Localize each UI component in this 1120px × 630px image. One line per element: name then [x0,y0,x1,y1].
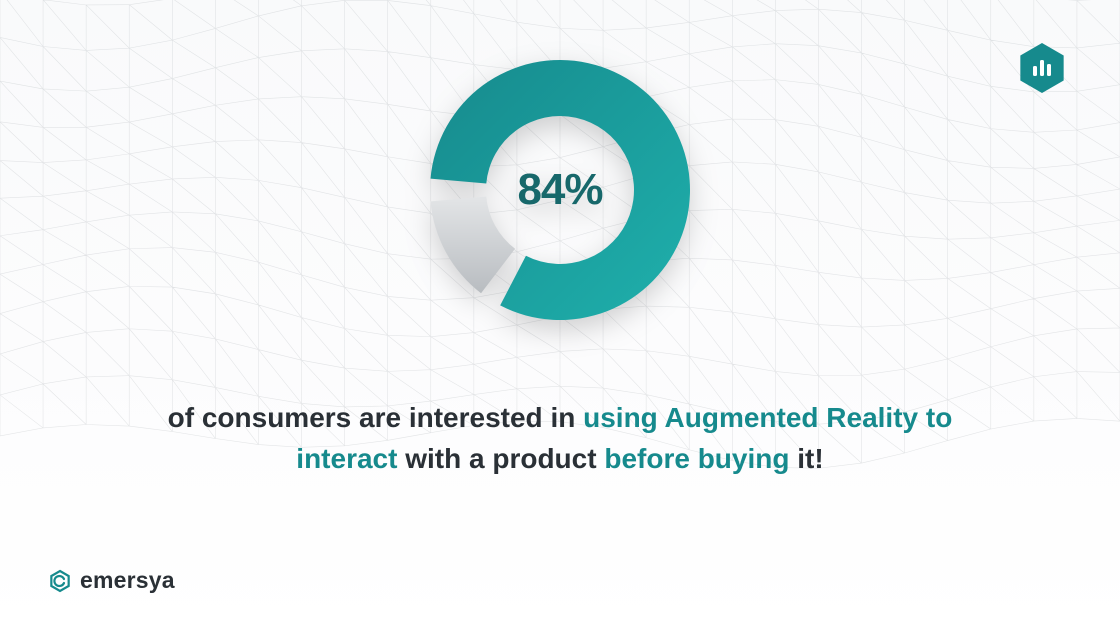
stats-badge-icon [1016,42,1068,94]
brand-logo-mark [48,569,72,593]
donut-center-label: 84% [517,165,602,215]
stat-description: of consumers are interested in using Aug… [120,398,1000,479]
donut-chart: 84% [430,60,690,320]
brand-logo: emersya [48,567,175,594]
brand-logo-word: emersya [80,567,175,594]
